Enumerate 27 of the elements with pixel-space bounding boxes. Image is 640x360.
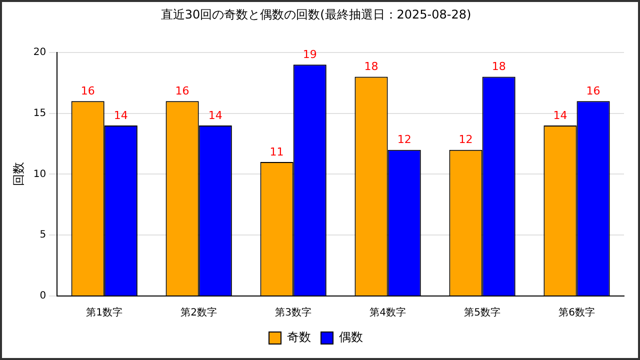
data-label: 14: [114, 108, 128, 122]
data-label: 14: [208, 108, 222, 122]
data-label: 19: [302, 48, 317, 61]
chart-title: 直近30回の奇数と偶数の回数(最終抽選日：2025-08-28): [160, 7, 472, 22]
data-label: 16: [80, 84, 95, 98]
y-tick-label: 15: [33, 108, 46, 119]
y-tick-label: 0: [40, 290, 46, 302]
data-label: 16: [586, 84, 600, 98]
x-tick-label: 第1数字: [86, 306, 123, 319]
y-tick-label: 10: [33, 168, 46, 180]
data-label: 18: [492, 60, 506, 74]
legend-label: 偶数: [339, 330, 363, 344]
x-tick-label: 第4数字: [370, 306, 406, 319]
y-tick-label: 20: [33, 46, 46, 58]
x-tick-label: 第2数字: [180, 306, 218, 319]
x-tick-label: 第3数字: [275, 306, 312, 319]
data-label: 18: [364, 60, 378, 74]
legend-label: 奇数: [287, 330, 311, 344]
data-label: 12: [397, 133, 412, 146]
x-tick-label: 第5数字: [464, 306, 500, 319]
y-axis-title: 回数: [11, 162, 26, 186]
y-tick-label: 5: [40, 230, 46, 241]
data-label: 11: [270, 145, 284, 158]
data-label: 12: [458, 133, 473, 146]
data-label: 14: [553, 108, 568, 122]
data-label: 16: [175, 84, 190, 98]
x-tick-label: 第6数字: [558, 306, 595, 319]
